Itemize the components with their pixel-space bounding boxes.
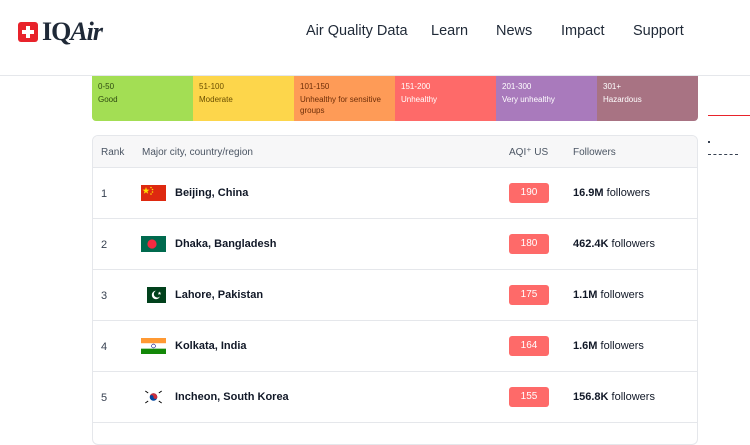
iqair-logo[interactable]: IQAir [18,17,103,46]
table-row[interactable]: 2 Dhaka, Bangladesh 180 462.4K followers [93,219,697,270]
table-row[interactable]: 4 Kolkata, India 164 1.6M followers [93,321,697,372]
header-aqi[interactable]: AQI⁺ US [509,147,549,158]
side-dashed-line [708,154,738,155]
followers-cell: 462.4K followers [573,238,655,250]
aqi-badge: 175 [509,285,549,305]
table-row[interactable]: 1 Beijing, China 190 16.9M followers [93,168,697,219]
city-link[interactable]: Lahore, Pakistan [175,289,264,301]
followers-cell: 16.9M followers [573,187,651,199]
table-row[interactable]: 5 Incheon, South Korea 155 156.8K follow… [93,372,697,423]
aqi-badge: 180 [509,234,549,254]
aqi-badge: 164 [509,336,549,356]
legend-range: 51-100 [199,82,224,91]
legend-range: 301+ [603,82,622,91]
city-ranking-table: Rank Major city, country/region AQI⁺ US … [92,135,698,445]
nav-air-quality-data[interactable]: Air Quality Data [306,23,408,39]
rank-cell: 3 [101,290,108,302]
followers-cell: 1.1M followers [573,289,644,301]
legend-unhealthy-sensitive: 101-150 Unhealthy for sensitive groups [294,76,395,121]
legend-range: 201-300 [502,82,532,91]
legend-hazardous: 301+ Hazardous [597,76,698,121]
rank-cell: 5 [101,392,108,404]
side-divider [708,115,750,116]
followers-cell: 1.6M followers [573,340,644,352]
aqi-badge: 155 [509,387,549,407]
legend-label: Unhealthy [401,95,438,104]
header-rank[interactable]: Rank [101,147,125,158]
aqi-legend: 0-50 Good 51-100 Moderate 101-150 Unheal… [92,76,698,121]
legend-range: 101-150 [300,82,330,91]
legend-label: Very unhealthy [502,95,555,104]
header-city[interactable]: Major city, country/region [142,147,253,158]
legend-good: 0-50 Good [92,76,193,121]
rank-cell: 1 [101,188,108,200]
table-header: Rank Major city, country/region AQI⁺ US … [93,136,697,168]
rank-cell: 4 [101,341,108,353]
nav-learn[interactable]: Learn [431,23,469,39]
legend-label: Good [98,95,118,104]
india-flag-icon [141,338,166,354]
site-header: IQAir Air Quality Data Learn News Impact… [0,0,750,76]
logo-wordmark: IQAir [42,17,103,46]
legend-very-unhealthy: 201-300 Very unhealthy [496,76,597,121]
nav-support[interactable]: Support [633,23,684,39]
bangladesh-flag-icon [141,236,166,252]
legend-range: 151-200 [401,82,431,91]
city-link[interactable]: Dhaka, Bangladesh [175,238,277,250]
pakistan-flag-icon [141,287,166,303]
nav-news[interactable]: News [496,23,533,39]
city-link[interactable]: Kolkata, India [175,340,247,352]
south-korea-flag-icon [141,389,166,405]
legend-label: Hazardous [603,95,642,104]
aqi-badge: 190 [509,183,549,203]
table-row[interactable]: 3 Lahore, Pakistan 175 1.1M followers [93,270,697,321]
side-marker [708,141,710,143]
followers-cell: 156.8K followers [573,391,655,403]
city-link[interactable]: Beijing, China [175,187,249,199]
nav-impact[interactable]: Impact [561,23,605,39]
china-flag-icon [141,185,166,201]
city-link[interactable]: Incheon, South Korea [175,391,289,403]
legend-range: 0-50 [98,82,115,91]
swiss-cross-icon [18,22,38,42]
legend-label: Unhealthy for sensitive groups [300,95,381,115]
legend-unhealthy: 151-200 Unhealthy [395,76,496,121]
rank-cell: 2 [101,239,108,251]
legend-label: Moderate [199,95,233,104]
legend-moderate: 51-100 Moderate [193,76,294,121]
header-followers[interactable]: Followers [573,147,616,158]
